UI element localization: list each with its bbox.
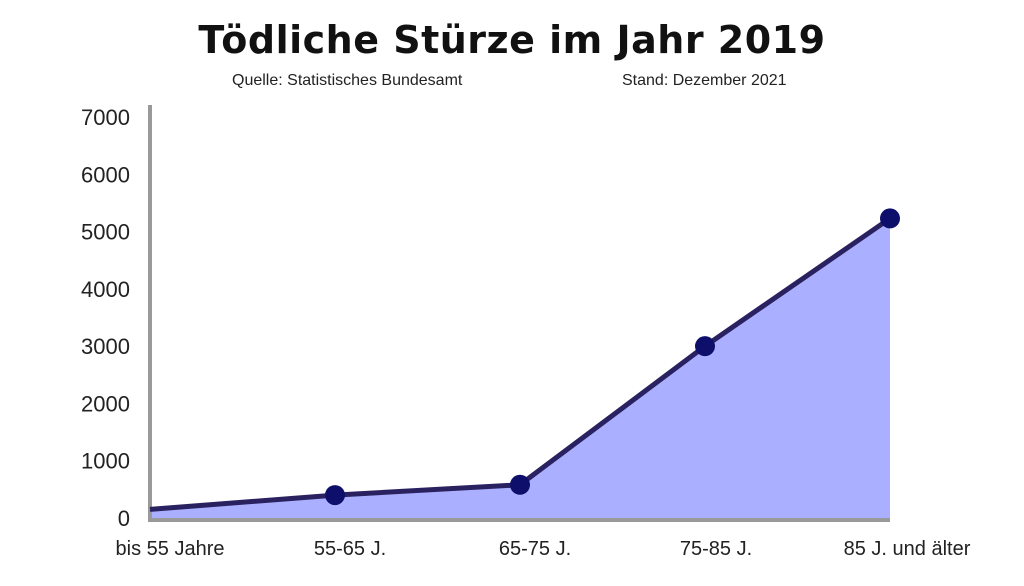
y-tick-label: 4000 bbox=[81, 277, 130, 302]
x-tick-label: 65-75 J. bbox=[499, 538, 571, 560]
data-point bbox=[880, 208, 900, 229]
x-tick-label: 85 J. und älter bbox=[844, 538, 971, 560]
y-tick-label: 0 bbox=[118, 506, 130, 531]
chart-source: Quelle: Statistisches Bundesamt bbox=[232, 72, 463, 89]
chart-date: Stand: Dezember 2021 bbox=[622, 72, 787, 89]
y-tick-label: 6000 bbox=[81, 162, 130, 187]
x-tick-label: 55-65 J. bbox=[314, 538, 386, 560]
x-tick-label: bis 55 Jahre bbox=[116, 538, 225, 560]
y-tick-label: 1000 bbox=[81, 449, 130, 474]
y-tick-label: 2000 bbox=[81, 391, 130, 416]
data-point bbox=[510, 474, 530, 495]
y-tick-label: 5000 bbox=[81, 220, 130, 245]
chart-title: Tödliche Stürze im Jahr 2019 bbox=[198, 18, 826, 62]
x-tick-label: 75-85 J. bbox=[680, 538, 752, 560]
y-tick-label: 7000 bbox=[81, 105, 130, 130]
y-tick-label: 3000 bbox=[81, 334, 130, 359]
data-point bbox=[325, 485, 345, 506]
area-fill bbox=[150, 218, 890, 518]
data-point bbox=[695, 336, 715, 357]
